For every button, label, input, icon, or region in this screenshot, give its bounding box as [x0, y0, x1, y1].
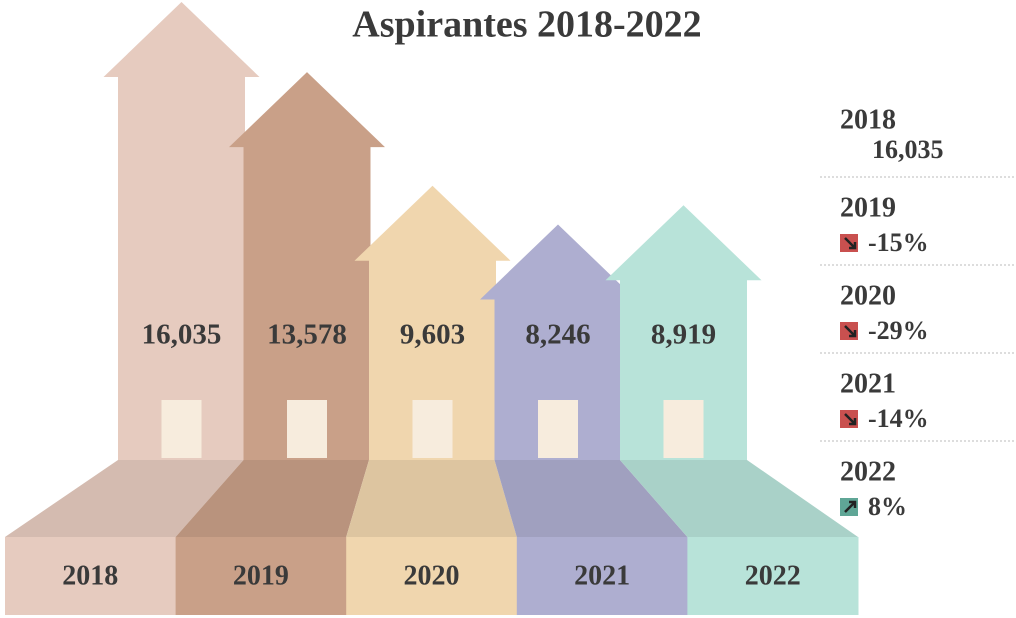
value-label: 8,246 [525, 319, 590, 351]
floor [175, 460, 369, 537]
floor [494, 460, 688, 537]
door [538, 400, 578, 458]
arrow [103, 2, 260, 460]
floor-shade [5, 460, 244, 537]
panel-year: 2021 [840, 368, 896, 399]
trend-arrow [844, 237, 857, 250]
x-tick-label: 2022 [745, 560, 801, 591]
change-label: -29% [868, 316, 929, 345]
panel-year: 2022 [840, 456, 896, 487]
door [287, 400, 327, 458]
trend-arrow [844, 325, 857, 338]
arrow [605, 205, 762, 460]
value-label: 13,578 [267, 319, 347, 351]
arrow [480, 224, 636, 460]
door [663, 400, 704, 458]
change-label: 8% [868, 492, 907, 521]
x-tick-label: 2019 [233, 560, 289, 591]
floor-shade [494, 460, 688, 537]
panel-year: 2020 [840, 280, 896, 311]
x-tick-label: 2020 [404, 560, 460, 591]
door [161, 400, 202, 458]
year-band [5, 537, 177, 615]
year-band [346, 537, 518, 615]
year-band [687, 537, 859, 615]
year-band [175, 537, 347, 615]
floor-shade [346, 460, 517, 537]
floor [346, 460, 517, 537]
floor-shade [175, 460, 369, 537]
value-label: 9,603 [400, 319, 465, 351]
change-label: -14% [868, 404, 929, 433]
change-label: -15% [868, 228, 929, 257]
arrow [229, 72, 385, 461]
x-tick-label: 2018 [62, 560, 118, 591]
x-tick-label: 2021 [574, 560, 630, 591]
trend-arrow [844, 500, 857, 513]
arrow [354, 185, 511, 461]
chart-title: Aspirantes 2018-2022 [352, 4, 701, 46]
floor [5, 460, 244, 537]
panel-value: 16,035 [872, 135, 944, 164]
floor-shade [620, 460, 858, 537]
value-label: 8,919 [651, 319, 716, 351]
panel-year: 2019 [840, 192, 896, 223]
trend-arrow [844, 413, 857, 426]
door [412, 400, 453, 458]
value-label: 16,035 [142, 319, 222, 351]
panel-year: 2018 [840, 104, 896, 135]
floor [620, 460, 858, 537]
year-band [516, 537, 688, 615]
